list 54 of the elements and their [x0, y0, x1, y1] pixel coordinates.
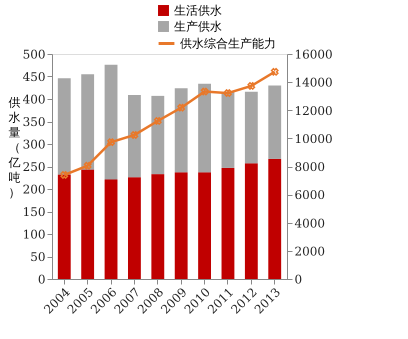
bar [81, 74, 94, 170]
bar [244, 92, 258, 164]
bar [174, 88, 188, 172]
bar [151, 174, 164, 279]
y-tick-label: 350 [22, 115, 46, 129]
bar [58, 174, 71, 279]
bar [104, 64, 118, 180]
bar [198, 84, 212, 172]
point [270, 68, 279, 76]
bar [174, 172, 188, 279]
y2-tick-label: 12000 [294, 104, 333, 118]
bar [151, 96, 164, 174]
bar [81, 170, 94, 279]
bar [268, 86, 282, 159]
y2-tick-label: 2000 [294, 244, 326, 258]
bar [128, 177, 141, 279]
bar [198, 172, 212, 279]
point [177, 104, 186, 112]
legend-label: 供水综合生产能力 [180, 36, 276, 50]
y-tick-label: 100 [22, 228, 46, 242]
y-tick-label: 0 [38, 272, 46, 286]
y2-tick-label: 0 [294, 272, 302, 286]
legend-label: 生活供水 [174, 4, 222, 18]
point [60, 171, 68, 179]
y2-tick-label: 16000 [294, 48, 333, 62]
y2-tick-label: 8000 [294, 160, 326, 174]
point [247, 82, 256, 90]
y-tick-label: 450 [22, 70, 46, 84]
bar [128, 94, 141, 178]
bar [268, 158, 282, 279]
y-tick-label: 50 [30, 250, 46, 264]
legend-label: 生产供水 [174, 20, 222, 34]
y-tick-label: 200 [22, 182, 46, 196]
y2-tick-label: 6000 [294, 188, 326, 202]
bar [58, 78, 71, 175]
point [130, 131, 138, 139]
y-tick-label: 400 [22, 92, 46, 106]
point [224, 89, 232, 97]
y-tick-label: 500 [22, 48, 46, 62]
y-tick-label: 300 [22, 138, 46, 152]
point [107, 138, 115, 146]
point [84, 162, 92, 170]
y-axis-title: 供水量（亿吨） [8, 96, 20, 200]
point [200, 88, 208, 96]
y2-tick-label: 4000 [294, 216, 326, 230]
bar [244, 163, 258, 279]
y-tick-label: 250 [22, 160, 46, 174]
y2-tick-label: 10000 [294, 132, 333, 146]
point [154, 117, 162, 125]
y-tick-label: 150 [22, 205, 46, 219]
y2-tick-label: 14000 [294, 76, 333, 90]
bar [222, 92, 234, 168]
bar [222, 168, 234, 279]
bar [104, 180, 118, 279]
